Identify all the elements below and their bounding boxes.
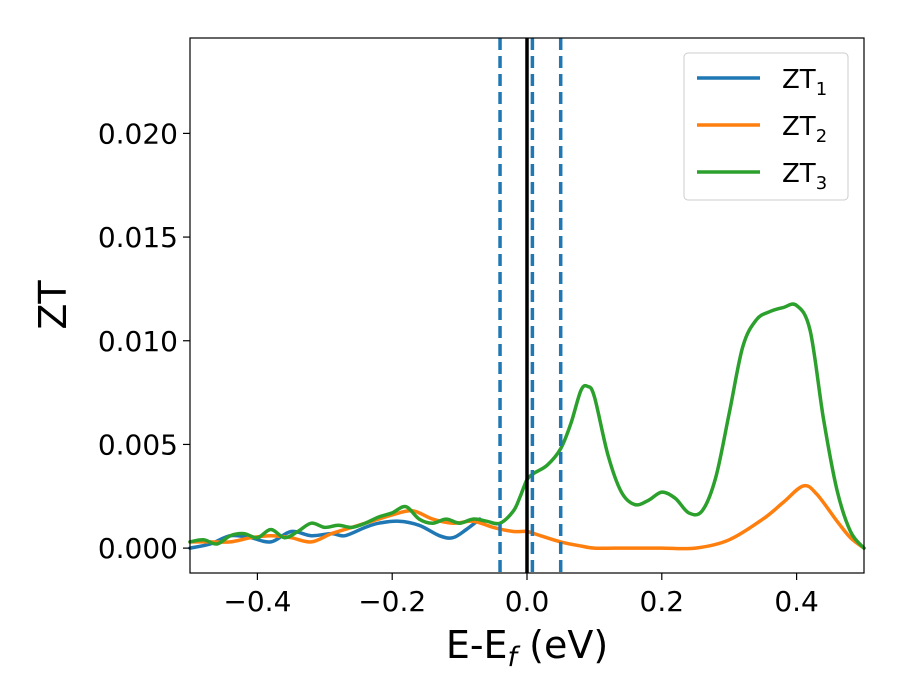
series-line-zt1 [188,517,482,550]
y-axis-label: ZT [31,280,75,330]
y-tick-label: 0.005 [98,428,178,461]
legend-label-zt1: ZT1 [782,65,827,100]
legend-label-zt3: ZT3 [782,159,827,194]
x-tick-label: 0.2 [640,585,685,618]
x-axis-label: E-Ef (eV) [446,623,608,673]
x-tick-label: −0.2 [358,585,426,618]
legend-label-zt2: ZT2 [782,112,827,147]
axes: −0.4 −0.2 0.0 0.2 0.4 0.000 0.005 0.010 0.015 0.0… [98,117,819,618]
x-tick-label: 0.4 [774,585,819,618]
y-tick-label: 0.020 [98,117,178,150]
y-tick-label: 0.000 [98,532,178,565]
y-tick-label: 0.015 [98,221,178,254]
y-tick-label: 0.010 [98,325,178,358]
legend-box [683,52,849,201]
plot-content [188,38,866,573]
x-tick-label: 0.0 [505,585,550,618]
series-line-zt2 [188,483,866,551]
x-tick-label: −0.4 [223,585,291,618]
legend: ZT1 ZT2 ZT3 [683,52,849,201]
